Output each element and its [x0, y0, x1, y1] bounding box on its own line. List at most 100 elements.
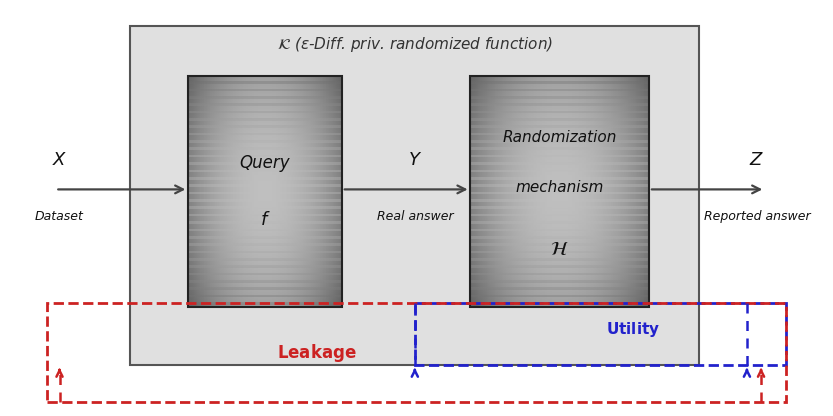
Bar	[188, 198, 342, 200]
Bar	[585, 76, 586, 307]
Bar	[334, 76, 336, 307]
Bar	[330, 76, 331, 307]
Bar	[188, 126, 342, 128]
Bar	[508, 76, 510, 307]
Bar	[188, 101, 342, 102]
Bar	[631, 76, 633, 307]
Bar	[188, 115, 342, 116]
Bar	[332, 76, 334, 307]
Bar	[621, 76, 623, 307]
Bar	[541, 76, 542, 307]
Bar	[471, 228, 649, 230]
Bar	[188, 125, 342, 127]
Bar	[471, 297, 649, 299]
Bar	[188, 286, 342, 287]
Bar	[471, 124, 649, 126]
Bar	[471, 233, 649, 234]
Bar	[645, 76, 646, 307]
Bar	[569, 76, 571, 307]
Bar	[540, 76, 541, 307]
Bar	[330, 76, 332, 307]
Bar	[188, 196, 342, 197]
Bar	[188, 241, 342, 243]
Bar	[331, 76, 332, 307]
Bar	[641, 76, 642, 307]
Bar	[188, 264, 342, 265]
Bar	[476, 76, 478, 307]
Bar	[241, 76, 242, 307]
Bar	[228, 76, 230, 307]
Bar	[471, 262, 649, 263]
Bar	[286, 76, 287, 307]
Bar	[236, 76, 237, 307]
Bar	[188, 79, 342, 80]
Bar	[200, 76, 202, 307]
Bar	[205, 76, 207, 307]
Bar	[209, 76, 211, 307]
Bar	[306, 76, 307, 307]
Bar	[471, 226, 649, 227]
Bar	[198, 76, 200, 307]
Bar	[188, 225, 342, 226]
Bar	[471, 230, 649, 232]
Bar	[216, 76, 217, 307]
Bar	[188, 163, 342, 165]
Bar	[188, 112, 342, 114]
Bar	[587, 76, 589, 307]
Bar	[544, 76, 546, 307]
Bar	[251, 76, 252, 307]
Bar	[471, 155, 649, 157]
Bar	[327, 76, 328, 307]
Bar	[471, 160, 649, 161]
Bar	[208, 76, 210, 307]
Bar	[218, 76, 220, 307]
Bar	[188, 270, 342, 271]
Bar	[576, 76, 578, 307]
Bar	[188, 89, 342, 91]
Bar	[188, 86, 342, 87]
Bar	[188, 81, 342, 83]
Bar	[471, 260, 649, 262]
Bar	[471, 196, 649, 197]
Bar	[188, 207, 342, 209]
Bar	[255, 76, 257, 307]
Bar	[553, 76, 555, 307]
Bar	[586, 76, 588, 307]
Bar	[188, 166, 342, 167]
Bar	[188, 193, 342, 195]
Bar	[188, 235, 342, 237]
Bar	[311, 76, 312, 307]
Bar	[471, 119, 649, 121]
Bar	[267, 76, 268, 307]
Bar	[207, 76, 208, 307]
Bar	[325, 76, 327, 307]
Bar	[471, 142, 649, 144]
Bar	[471, 148, 649, 150]
Bar	[471, 76, 472, 307]
Bar	[244, 76, 246, 307]
Bar	[471, 163, 649, 165]
Bar	[471, 123, 649, 124]
Bar	[471, 161, 649, 163]
Bar	[471, 129, 649, 130]
Bar	[606, 76, 607, 307]
Bar	[188, 244, 342, 246]
Bar	[621, 76, 622, 307]
Bar	[474, 76, 476, 307]
Bar	[484, 76, 486, 307]
Bar	[188, 208, 342, 210]
Bar	[581, 76, 583, 307]
Bar	[188, 197, 342, 198]
Bar	[229, 76, 231, 307]
Bar	[252, 76, 254, 307]
Bar	[327, 76, 329, 307]
Bar	[476, 76, 477, 307]
Bar	[548, 76, 550, 307]
Bar	[188, 265, 342, 267]
Bar	[318, 76, 320, 307]
Bar	[549, 76, 551, 307]
Bar	[471, 250, 649, 252]
Bar	[471, 305, 649, 306]
Bar	[471, 201, 649, 203]
Bar	[188, 192, 342, 194]
